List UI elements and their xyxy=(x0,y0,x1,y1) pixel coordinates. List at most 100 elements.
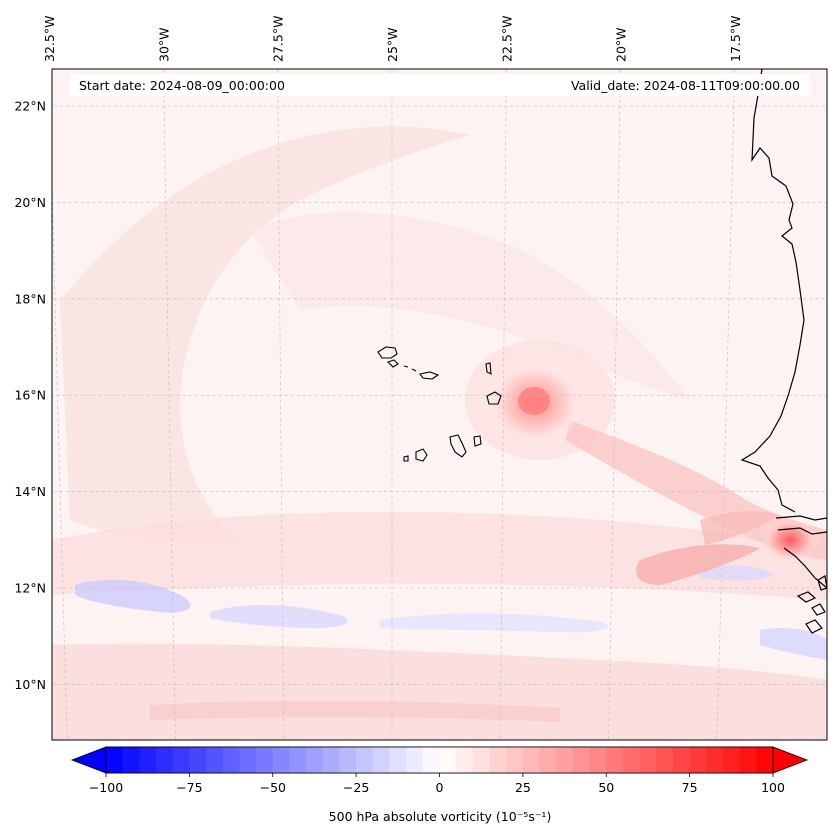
coastline-bijagos-1 xyxy=(796,591,817,603)
negative-vorticity-east xyxy=(700,565,775,581)
coastline-gambia xyxy=(775,515,828,521)
colorbar-level xyxy=(756,747,774,773)
colorbar-level xyxy=(222,747,240,773)
negative-vorticity-strip-3 xyxy=(380,613,608,633)
colorbar-tick-label: −75 xyxy=(176,780,202,795)
colorbar-tick-label: 0 xyxy=(436,780,444,795)
start-date-label: Start date: 2024-08-09_00:00:00 xyxy=(79,78,285,93)
colorbar-tick-label: 75 xyxy=(682,780,698,795)
vorticity-field xyxy=(52,126,827,740)
longitude-tick-label: 25°W xyxy=(385,27,400,62)
longitude-tick-label: 20°W xyxy=(614,27,629,62)
colorbar-level xyxy=(556,747,574,773)
colorbar-level xyxy=(206,747,224,773)
island-brava xyxy=(403,455,409,462)
colorbar-level xyxy=(706,747,724,773)
colorbar-level xyxy=(472,747,490,773)
colorbar-level xyxy=(356,747,374,773)
colorbar-level xyxy=(522,747,540,773)
vortex-core xyxy=(518,387,550,415)
island-sao-vicente xyxy=(386,359,399,368)
colorbar-extend-high xyxy=(772,746,809,774)
colorbar-level xyxy=(239,747,257,773)
colorbar-level xyxy=(256,747,274,773)
colorbar-level xyxy=(106,747,123,773)
colorbar-level xyxy=(289,747,307,773)
longitude-tick-label: 32.5°W xyxy=(42,16,57,62)
longitude-tick-label: 22.5°W xyxy=(499,16,514,62)
colorbar-level xyxy=(389,747,407,773)
colorbar-level xyxy=(539,747,557,773)
colorbar-level xyxy=(489,747,507,773)
longitude-tick-label: 30°W xyxy=(157,27,172,62)
latitude-tick-label: 20°N xyxy=(14,195,46,210)
colorbar-level xyxy=(506,747,524,773)
colorbar-tick-label: 25 xyxy=(515,780,531,795)
colorbar-tick-label: −50 xyxy=(260,780,286,795)
vorticity-band-northwest xyxy=(60,126,470,542)
colorbar-extend-low xyxy=(70,746,107,774)
longitude-tick-label: 27.5°W xyxy=(271,16,286,62)
island-santo-antao xyxy=(377,346,398,359)
latitude-tick-label: 12°N xyxy=(14,581,46,596)
colorbar-level xyxy=(306,747,324,773)
colorbar-level xyxy=(572,747,590,773)
colorbar-level xyxy=(456,747,474,773)
colorbar-level xyxy=(122,747,140,773)
colorbar: −100 −75 −50 −25 0 25 50 75 100 500 hPa absolute… xyxy=(70,746,809,824)
coastline-bijagos-3 xyxy=(805,619,823,634)
vorticity-filament-2 xyxy=(700,510,780,545)
colorbar-level xyxy=(372,747,390,773)
colorbar-tick-label: 100 xyxy=(761,780,785,795)
colorbar-level xyxy=(739,747,757,773)
valid-date-label: Valid_date: 2024-08-11T09:00:00.00 xyxy=(571,78,800,93)
colorbar-level xyxy=(272,747,290,773)
colorbar-level xyxy=(656,747,674,773)
graticule xyxy=(52,69,827,740)
colorbar-level xyxy=(722,747,740,773)
longitude-labels: 32.5°W 30°W 27.5°W 25°W 22.5°W 20°W 17.5°W xyxy=(42,16,743,62)
negative-vorticity-coast xyxy=(760,628,827,660)
coastal-hotspot xyxy=(762,518,818,562)
colorbar-ticks: −100 −75 −50 −25 0 25 50 75 100 xyxy=(89,773,785,795)
colorbar-tick-label: −100 xyxy=(89,780,123,795)
island-sao-nicolau xyxy=(411,368,417,372)
map-frame xyxy=(51,68,828,741)
colorbar-level xyxy=(406,747,424,773)
colorbar-level xyxy=(689,747,707,773)
colorbar-tick-label: −25 xyxy=(343,780,369,795)
coastline-casamance xyxy=(777,527,828,535)
island-sal xyxy=(485,362,492,375)
africa-coastline xyxy=(740,68,828,634)
latitude-tick-label: 18°N xyxy=(14,291,46,306)
colorbar-level xyxy=(422,747,440,773)
latitude-tick-label: 22°N xyxy=(14,99,46,114)
colorbar-level xyxy=(189,747,207,773)
island-maio xyxy=(473,435,482,447)
colorbar-level xyxy=(156,747,173,773)
colorbar-steps xyxy=(105,746,774,774)
island-fogo xyxy=(415,448,428,462)
colorbar-label: 500 hPa absolute vorticity (10⁻⁵s⁻¹) xyxy=(329,809,552,824)
island-santa-luzia xyxy=(403,365,409,368)
longitude-tick-label: 17.5°W xyxy=(728,16,743,62)
colorbar-level xyxy=(672,747,690,773)
colorbar-level xyxy=(339,747,357,773)
vorticity-filament xyxy=(636,544,760,585)
colorbar-tick-label: 50 xyxy=(598,780,614,795)
map-panel xyxy=(51,68,828,741)
coastline-mauritania-senegal xyxy=(740,68,805,513)
latitude-tick-label: 16°N xyxy=(14,388,46,403)
cabo-verde-islands xyxy=(377,346,502,462)
colorbar-level xyxy=(589,747,607,773)
colorbar-level xyxy=(606,747,624,773)
island-sao-nicolau-main xyxy=(419,371,440,380)
colorbar-level xyxy=(322,747,340,773)
header-band xyxy=(70,74,810,96)
meridian-line xyxy=(163,69,176,740)
colorbar-level xyxy=(639,747,657,773)
latitude-tick-label: 14°N xyxy=(14,484,46,499)
latitude-tick-label: 10°N xyxy=(14,677,46,692)
colorbar-level xyxy=(439,747,457,773)
